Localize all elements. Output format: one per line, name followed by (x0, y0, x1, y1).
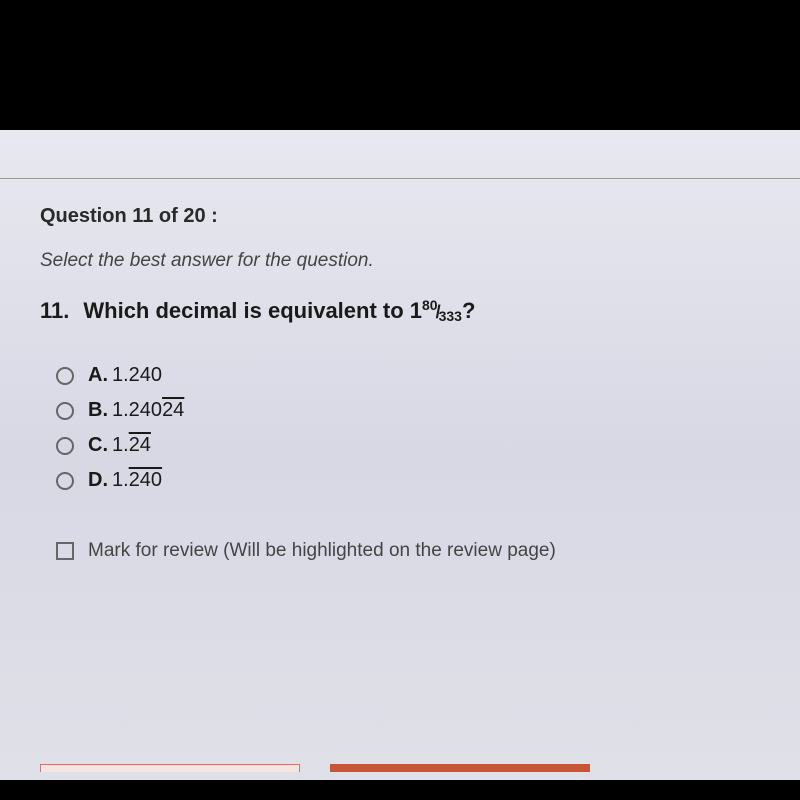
review-label: Mark for review (Will be highlighted on … (88, 540, 556, 562)
option-value: 1.24024 (112, 399, 184, 422)
instruction-text: Select the best answer for the question. (40, 250, 760, 272)
option-letter: B. (88, 399, 108, 422)
mark-for-review[interactable]: Mark for review (Will be highlighted on … (40, 540, 760, 562)
option-value: 1.240 (112, 469, 162, 492)
checkbox-icon[interactable] (56, 542, 74, 560)
option-letter: D. (88, 469, 108, 492)
option-letter: A. (88, 364, 108, 387)
question-text: Which decimal is equivalent to 180/333? (83, 298, 475, 324)
option-value: 1.240 (112, 364, 162, 387)
option-letter: C. (88, 434, 108, 457)
bottom-black-bar (0, 780, 800, 800)
radio-icon[interactable] (56, 367, 74, 385)
bottom-button-row (0, 764, 800, 780)
option-b[interactable]: B. 1.24024 (56, 399, 760, 422)
radio-icon[interactable] (56, 472, 74, 490)
options-list: A. 1.240 B. 1.24024 C. 1.24 D. 1.240 (40, 364, 760, 492)
numerator: 80 (422, 297, 438, 313)
option-d[interactable]: D. 1.240 (56, 469, 760, 492)
question-counter: Question 11 of 20 : (40, 205, 760, 228)
radio-icon[interactable] (56, 402, 74, 420)
prev-button[interactable] (40, 764, 300, 772)
denominator: 333 (439, 308, 462, 324)
question-prefix: Which decimal is equivalent to 1 (83, 298, 422, 323)
mixed-fraction: 80/333 (422, 298, 462, 324)
question-line: 11. Which decimal is equivalent to 180/3… (40, 298, 760, 324)
option-value: 1.24 (112, 434, 151, 457)
question-number: 11. (40, 298, 69, 324)
next-button[interactable] (330, 764, 590, 772)
top-black-bar (0, 0, 800, 130)
option-c[interactable]: C. 1.24 (56, 434, 760, 457)
quiz-content-area: Question 11 of 20 : Select the best answ… (0, 130, 800, 780)
app-frame: Question 11 of 20 : Select the best answ… (0, 0, 800, 800)
radio-icon[interactable] (56, 437, 74, 455)
top-divider (0, 178, 800, 179)
question-block: Question 11 of 20 : Select the best answ… (0, 130, 800, 562)
option-a[interactable]: A. 1.240 (56, 364, 760, 387)
question-suffix: ? (462, 298, 475, 323)
